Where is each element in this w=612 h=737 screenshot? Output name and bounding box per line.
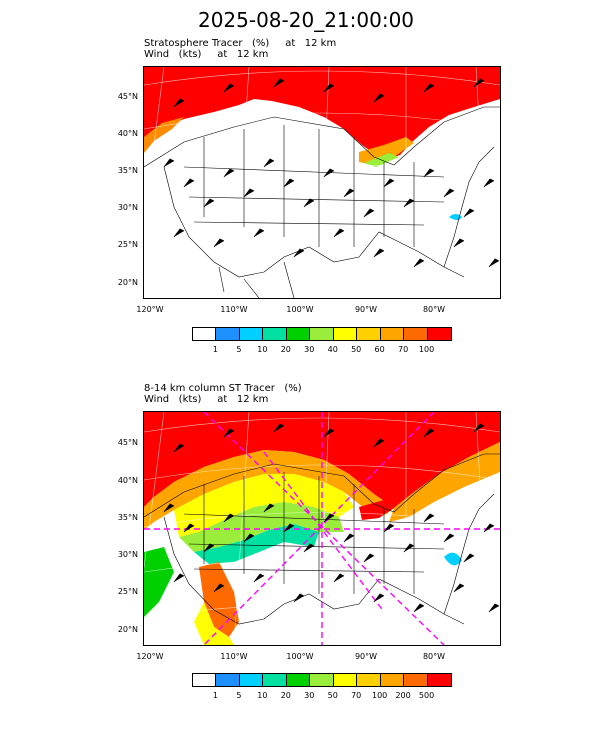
panel2-tracer-west-green — [144, 547, 174, 617]
colorbar-label: 200 — [395, 691, 411, 700]
panel2-tracer-northeast — [389, 442, 500, 522]
panel2-title-line2: Wind (kts) at 12 km — [144, 394, 269, 405]
panel2-map — [143, 411, 501, 646]
panel2-graticule — [144, 412, 500, 645]
colorbar-swatch — [286, 674, 311, 686]
panel2-tracer-tongue — [359, 500, 394, 520]
colorbar-swatch — [404, 674, 428, 686]
colorbar-swatch — [263, 674, 287, 686]
panel2-tracer-green-band — [179, 502, 344, 552]
panel2-boundaries — [144, 453, 500, 625]
panel1-lon-label-120: 120°W — [136, 305, 164, 314]
panel2-flight-paths — [144, 412, 500, 645]
colorbar-swatch — [216, 328, 240, 340]
colorbar-label: 100 — [418, 345, 435, 354]
colorbar-swatch — [427, 674, 451, 686]
panel2-title-line1: 8-14 km column ST Tracer (%) — [144, 383, 302, 394]
panel1-boundaries — [144, 106, 500, 298]
panel2-lon-label-90: 90°W — [354, 652, 378, 661]
colorbar-label: 50 — [327, 691, 338, 700]
colorbar-swatch — [239, 674, 264, 686]
colorbar-swatch — [193, 674, 217, 686]
colorbar-swatch — [380, 674, 405, 686]
panel1-lon-label-100: 100°W — [286, 305, 314, 314]
panel1-lat-label-35: 35°N — [117, 166, 138, 175]
panel1-title-line2: Wind (kts) at 12 km — [144, 49, 269, 60]
colorbar-swatch — [239, 328, 264, 340]
colorbar-swatch — [404, 328, 428, 340]
panel2-tracer-yellow-band — [174, 474, 354, 537]
colorbar-label: 10 — [257, 691, 268, 700]
colorbar-label: 1 — [212, 691, 218, 700]
colorbar-swatch — [263, 328, 287, 340]
colorbar-label: 60 — [374, 345, 385, 354]
colorbar-label: 70 — [351, 691, 362, 700]
panel1-map — [143, 66, 501, 299]
colorbar-swatch — [193, 328, 217, 340]
panel2-lon-label-110: 110°W — [220, 652, 248, 661]
panel2-lat-label-45: 45°N — [117, 438, 138, 447]
panel2-lat-label-20: 20°N — [117, 625, 138, 634]
colorbar-swatch — [357, 328, 381, 340]
panel1-lat-label-30: 30°N — [117, 203, 138, 212]
colorbar-label: 40 — [327, 345, 338, 354]
colorbar-swatch — [380, 328, 405, 340]
main-title: 2025-08-20_21:00:00 — [197, 8, 415, 32]
panel2-lat-label-40: 40°N — [117, 476, 138, 485]
panel1-wind-barbs — [163, 78, 500, 268]
colorbar-label: 500 — [418, 691, 435, 700]
colorbar-label: 70 — [397, 345, 409, 354]
colorbar-swatch — [427, 328, 451, 340]
panel2-wind-barbs — [163, 423, 500, 613]
panel1-lat-label-45: 45°N — [117, 92, 138, 101]
colorbar-swatch — [333, 328, 358, 340]
panel1-lat-label-40: 40°N — [117, 129, 138, 138]
colorbar-label: 30 — [304, 691, 315, 700]
panel1-lat-label-25: 25°N — [117, 240, 138, 249]
colorbar-label: 5 — [236, 345, 242, 354]
panel2-lat-label-25: 25°N — [117, 587, 138, 596]
panel1-map-svg — [144, 67, 500, 298]
panel1-tracer-edge-west — [144, 117, 184, 153]
panel2-colorbar — [192, 673, 452, 687]
panel2-lon-label-100: 100°W — [286, 652, 314, 661]
panel2-lat-label-35: 35°N — [117, 513, 138, 522]
colorbar-label: 20 — [280, 345, 291, 354]
colorbar-swatch — [286, 328, 311, 340]
panel2-lon-label-120: 120°W — [136, 652, 164, 661]
panel1-title-line1: Stratosphere Tracer (%) at 12 km — [144, 38, 337, 49]
panel2-tracer-blob — [444, 552, 462, 566]
panel1-graticule — [144, 67, 500, 298]
colorbar-swatch — [357, 674, 381, 686]
colorbar-label: 1 — [212, 345, 218, 354]
panel2-tracer-plume-yellow — [194, 602, 234, 645]
panel1-tracer-tongue — [359, 137, 414, 165]
panel2-map-svg — [144, 412, 500, 645]
panel2-lat-label-30: 30°N — [117, 550, 138, 559]
colorbar-swatch — [216, 674, 240, 686]
panel1-lon-label-90: 90°W — [354, 305, 378, 314]
panel2-tracer-orange-band — [144, 450, 394, 530]
panel2-tracer-teal-band — [194, 524, 319, 564]
colorbar-label: 20 — [280, 691, 291, 700]
colorbar-swatch — [310, 328, 334, 340]
panel1-lat-label-20: 20°N — [117, 278, 138, 287]
panel2-lon-label-80: 80°W — [422, 652, 446, 661]
colorbar-swatch — [333, 674, 358, 686]
colorbar-label: 10 — [257, 345, 268, 354]
colorbar-label: 5 — [236, 691, 242, 700]
panel1-colorbar — [192, 327, 452, 341]
colorbar-swatch — [310, 674, 334, 686]
panel1-lon-label-110: 110°W — [220, 305, 248, 314]
panel1-lon-label-80: 80°W — [422, 305, 446, 314]
colorbar-label: 100 — [371, 691, 388, 700]
colorbar-label: 30 — [304, 345, 315, 354]
colorbar-label: 50 — [351, 345, 362, 354]
